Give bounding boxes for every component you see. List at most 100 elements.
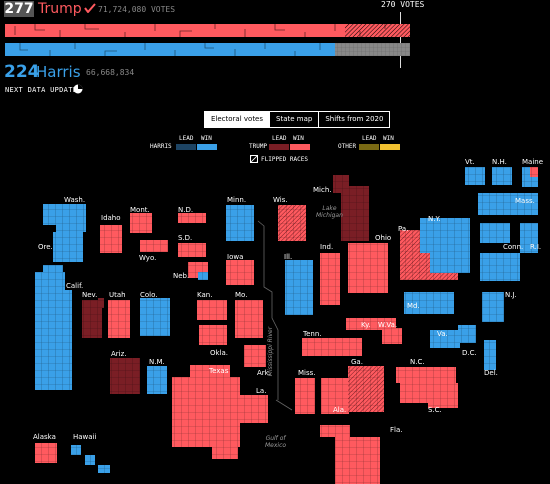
state-block-north-dakota[interactable] [178, 213, 206, 223]
state-block-maine-district[interactable] [530, 167, 538, 177]
state-label: Kan. [197, 291, 213, 299]
tab-state-map[interactable]: State map [270, 112, 320, 127]
state-block-new-jersey[interactable] [482, 292, 504, 322]
state-label: Ga. [351, 358, 363, 366]
state-block-new-york[interactable] [430, 253, 470, 273]
state-block-florida[interactable] [335, 437, 380, 484]
state-block-district-of-columbia[interactable] [458, 325, 476, 343]
state-label: D.C. [462, 349, 477, 357]
state-block-mississippi[interactable] [295, 378, 315, 414]
view-tabs: Electoral votes State map Shifts from 20… [204, 111, 391, 128]
state-block-california[interactable] [65, 290, 72, 390]
legend-flipped-label: FLIPPED RACES [261, 156, 308, 163]
state-block-idaho[interactable] [100, 225, 122, 253]
state-label: Ark. [257, 369, 271, 377]
state-label: La. [256, 387, 267, 395]
state-block-iowa[interactable] [226, 260, 254, 285]
state-block-arizona[interactable] [110, 358, 140, 394]
state-block-louisiana[interactable] [240, 395, 268, 423]
state-label: N.H. [492, 158, 507, 166]
legend-other-lead-swatch [359, 144, 379, 150]
state-block-wisconsin[interactable] [278, 205, 306, 241]
state-label: Pa. [398, 225, 409, 233]
state-block-delaware[interactable] [484, 340, 496, 370]
state-block-texas[interactable] [212, 447, 238, 459]
state-label: Mich. [313, 186, 332, 194]
state-label: Wash. [64, 196, 86, 204]
state-label: Neb. [173, 272, 190, 280]
state-block-washington[interactable] [43, 204, 86, 225]
state-block-west-virginia[interactable] [382, 328, 402, 344]
state-block-wyoming[interactable] [140, 240, 168, 252]
state-block-missouri[interactable] [235, 300, 263, 338]
state-block-california[interactable] [35, 272, 65, 390]
state-label: Ind. [320, 243, 334, 251]
state-block-connecticut[interactable] [480, 223, 510, 243]
lake-michigan-label: Lake Michigan [316, 205, 343, 219]
state-block-north-carolina[interactable] [396, 367, 456, 383]
state-block-hawaii[interactable] [98, 465, 110, 473]
state-block-new-jersey-north[interactable] [480, 253, 520, 281]
state-block-minnesota[interactable] [226, 205, 254, 241]
state-label: N.D. [178, 206, 194, 214]
state-block-oregon[interactable] [53, 232, 83, 262]
legend-trump-lead-swatch [269, 144, 289, 150]
state-block-new-york[interactable] [420, 218, 470, 253]
state-label: Del. [484, 369, 498, 377]
legend-other-lead-label: LEAD [362, 135, 377, 142]
state-block-california[interactable] [43, 265, 63, 275]
state-block-alaska[interactable] [35, 443, 57, 463]
harris-bar-fill [5, 43, 335, 56]
state-block-georgia[interactable] [348, 366, 384, 412]
gulf-line [275, 399, 293, 411]
state-label: Minn. [227, 196, 247, 204]
harris-progress-bar [5, 43, 410, 56]
state-block-hawaii[interactable] [85, 455, 95, 465]
state-label: S.D. [178, 234, 193, 242]
state-label: Mont. [130, 206, 150, 214]
state-label: Ky. [361, 321, 371, 329]
state-label: Hawaii [73, 433, 97, 441]
state-block-north-carolina[interactable] [400, 383, 428, 403]
state-label: Wis. [273, 196, 288, 204]
state-block-vermont[interactable] [465, 167, 485, 185]
state-label: N.Y. [428, 215, 441, 223]
state-block-michigan[interactable] [333, 175, 349, 193]
state-block-new-hampshire[interactable] [492, 167, 512, 185]
state-block-new-mexico[interactable] [147, 366, 167, 394]
state-block-nevada[interactable] [98, 298, 104, 308]
state-block-montana[interactable] [130, 213, 152, 233]
state-block-oklahoma[interactable] [199, 325, 227, 345]
state-label: Wyo. [139, 254, 157, 262]
state-label: Texas [209, 367, 229, 375]
state-label: Alaska [33, 433, 56, 441]
state-block-texas[interactable] [172, 377, 240, 447]
state-block-washington[interactable] [56, 225, 86, 232]
state-block-utah[interactable] [108, 300, 130, 338]
state-block-michigan[interactable] [341, 186, 369, 241]
state-label: N.J. [505, 291, 517, 299]
state-block-hawaii[interactable] [71, 445, 81, 455]
legend-harris-label: HARRIS [150, 143, 172, 150]
state-block-south-carolina[interactable] [428, 383, 458, 408]
state-block-south-dakota[interactable] [178, 243, 206, 257]
state-block-kansas[interactable] [197, 300, 227, 320]
tab-shifts-2020[interactable]: Shifts from 2020 [325, 115, 384, 123]
state-block-colorado[interactable] [140, 298, 170, 336]
state-label: Nev. [82, 291, 98, 299]
state-block-florida[interactable] [320, 425, 350, 437]
state-block-indiana[interactable] [320, 253, 340, 305]
state-label: R.I. [530, 243, 542, 251]
legend-harris-lead-label: LEAD [179, 135, 194, 142]
state-block-nebraska-district[interactable] [198, 272, 208, 280]
tab-electoral-votes[interactable]: Electoral votes [205, 112, 271, 127]
legend-trump-win-label: WIN [293, 135, 304, 142]
state-label: Colo. [140, 291, 158, 299]
state-label: Ore. [38, 243, 53, 251]
state-block-ohio[interactable] [348, 243, 388, 293]
state-block-illinois[interactable] [285, 260, 313, 315]
state-label: Mass. [515, 197, 535, 205]
state-block-arkansas[interactable] [244, 345, 266, 367]
state-block-tennessee[interactable] [302, 338, 362, 356]
state-label: N.C. [410, 358, 425, 366]
